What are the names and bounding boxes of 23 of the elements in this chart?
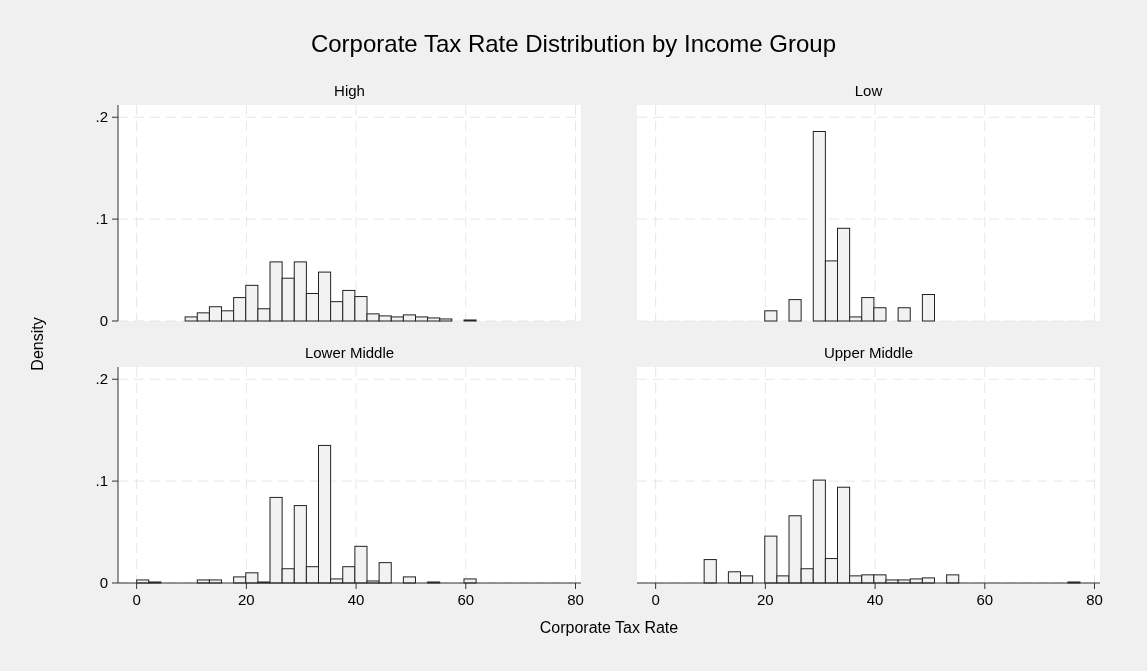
chart-title: Low [854, 82, 883, 99]
x-tick-label: 60 [457, 591, 475, 608]
y-tick-label: 0 [99, 574, 108, 591]
y-axis-title: Density [29, 317, 46, 371]
chart-title: Lower Middle [304, 344, 395, 361]
chart-title: Upper Middle [823, 344, 914, 361]
x-tick-label: 20 [757, 591, 774, 608]
y-tick-label: .1 [95, 472, 108, 490]
x-axis-title: Corporate Tax Rate [539, 619, 679, 636]
x-tick-label: 0 [651, 591, 660, 608]
x-tick-label: 80 [1086, 591, 1103, 608]
y-tick-label: .1 [95, 210, 108, 228]
x-tick-label: 40 [347, 591, 365, 608]
y-tick-label: .2 [95, 370, 108, 388]
x-tick-label: 0 [132, 591, 141, 608]
y-tick-label: 0 [99, 312, 108, 329]
y-tick-label: .2 [95, 108, 108, 126]
x-tick-label: 80 [567, 591, 584, 608]
x-tick-label: 40 [866, 591, 884, 608]
chart-title: High [334, 82, 365, 99]
text: Corporate Tax Rate Distribution by Income Group [310, 30, 837, 57]
x-tick-label: 20 [238, 591, 255, 608]
x-tick-label: 60 [976, 591, 994, 608]
